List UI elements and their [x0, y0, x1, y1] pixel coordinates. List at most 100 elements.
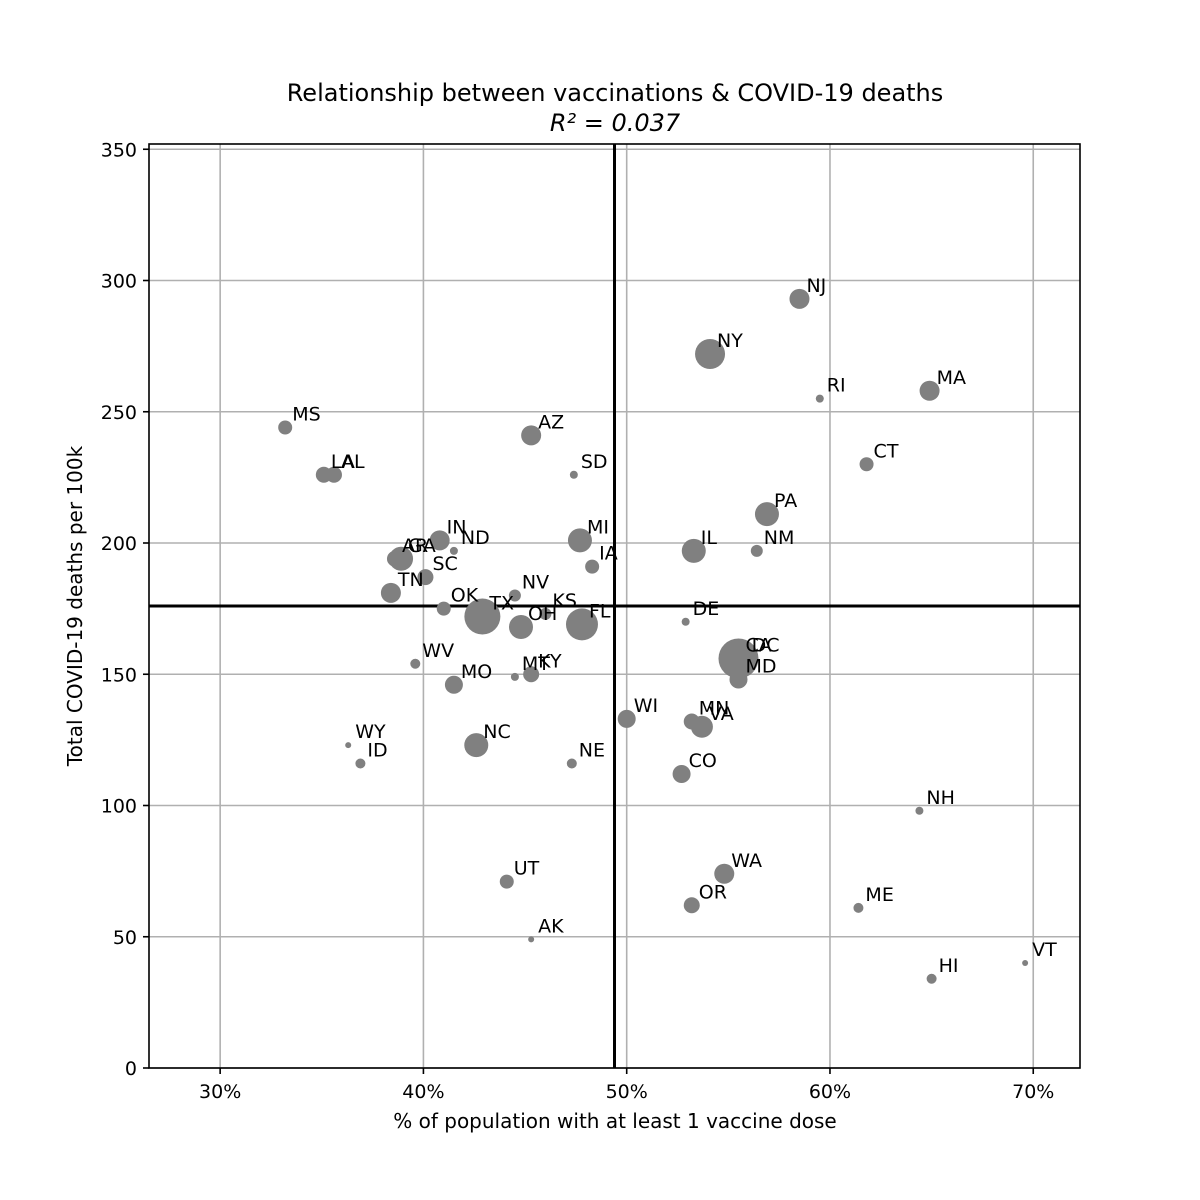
- data-point-az: [521, 425, 542, 446]
- data-point-ny: [695, 339, 726, 369]
- data-point-il: [681, 538, 706, 563]
- point-label-de: DE: [693, 598, 720, 620]
- y-tick-label: 350: [101, 139, 137, 161]
- data-point-wy: [345, 742, 352, 749]
- point-label-nj: NJ: [806, 275, 826, 297]
- point-label-vt: VT: [1032, 939, 1057, 961]
- data-point-ks: [539, 607, 552, 620]
- y-tick-label: 300: [101, 271, 137, 293]
- y-tick-label: 200: [101, 533, 137, 555]
- point-label-ne: NE: [579, 740, 605, 762]
- data-point-co: [672, 765, 691, 783]
- point-label-in: IN: [447, 516, 467, 538]
- point-label-ma: MA: [937, 367, 966, 389]
- point-label-mn: MN: [699, 698, 730, 720]
- data-point-id: [355, 758, 366, 769]
- data-point-ok: [436, 601, 451, 616]
- data-point-wv: [410, 658, 421, 669]
- y-tick-label: 150: [101, 664, 137, 686]
- point-label-ca: CA: [745, 635, 771, 657]
- data-point-ca: [718, 638, 759, 679]
- point-label-sd: SD: [581, 451, 608, 473]
- data-point-ia: [585, 559, 600, 574]
- point-label-az: AZ: [538, 411, 564, 433]
- point-label-nc: NC: [483, 721, 510, 743]
- data-point-ky: [523, 666, 540, 683]
- data-point-ri: [815, 394, 824, 403]
- point-label-ga: GA: [408, 535, 436, 557]
- data-point-hi: [926, 973, 937, 984]
- data-point-nm: [750, 544, 763, 557]
- data-point-ne: [566, 758, 577, 769]
- point-label-mo: MO: [461, 661, 492, 683]
- x-tick-label: 60%: [809, 1081, 851, 1103]
- x-tick-label: 70%: [1012, 1081, 1054, 1103]
- reference-lines: [149, 144, 1080, 1068]
- point-label-co: CO: [689, 750, 717, 772]
- data-points: [278, 288, 1029, 984]
- data-point-mt: [510, 672, 519, 681]
- data-point-nv: [508, 589, 521, 602]
- point-label-ks: KS: [552, 590, 577, 612]
- point-label-ky: KY: [538, 650, 562, 672]
- data-point-ar: [386, 550, 403, 567]
- data-point-tx: [464, 598, 501, 635]
- data-point-me: [853, 902, 864, 913]
- point-label-nv: NV: [522, 572, 549, 594]
- point-label-il: IL: [701, 527, 718, 549]
- point-label-wi: WI: [634, 695, 658, 717]
- point-label-me: ME: [865, 884, 893, 906]
- data-point-ak: [528, 936, 535, 943]
- data-point-or: [683, 897, 700, 914]
- point-label-mi: MI: [587, 516, 609, 538]
- point-label-ny: NY: [717, 330, 743, 352]
- point-label-va: VA: [709, 703, 734, 725]
- data-point-ut: [499, 874, 514, 889]
- data-point-vt: [1022, 960, 1029, 966]
- x-axis-label: % of population with at least 1 vaccine …: [393, 1109, 836, 1133]
- y-tick-label: 250: [101, 402, 137, 424]
- point-label-ok: OK: [451, 585, 479, 607]
- data-point-dc: [740, 654, 749, 663]
- point-label-or: OR: [699, 881, 727, 903]
- x-tick-label: 50%: [606, 1081, 648, 1103]
- point-label-nh: NH: [926, 787, 955, 809]
- point-label-sc: SC: [432, 553, 457, 575]
- data-point-va: [690, 715, 713, 738]
- data-point-wa: [714, 863, 735, 884]
- x-tick-label: 30%: [199, 1081, 241, 1103]
- point-label-ut: UT: [514, 858, 540, 880]
- point-label-ak: AK: [538, 915, 564, 937]
- data-point-de: [681, 617, 690, 626]
- data-point-oh: [508, 615, 533, 639]
- x-tick-label: 40%: [402, 1081, 444, 1103]
- data-point-in: [429, 530, 450, 551]
- data-point-md: [729, 670, 748, 689]
- point-label-pa: PA: [774, 490, 797, 512]
- data-point-nj: [789, 288, 810, 309]
- data-point-ms: [278, 420, 293, 435]
- point-label-al: AL: [341, 451, 365, 473]
- y-tick-label: 100: [101, 796, 137, 818]
- data-point-nd: [449, 546, 458, 555]
- chart-title: Relationship between vaccinations & COVI…: [287, 79, 944, 107]
- point-label-nd: ND: [461, 527, 490, 549]
- point-label-ar: AR: [402, 535, 428, 557]
- point-label-ia: IA: [599, 543, 618, 565]
- y-axis-label: Total COVID-19 deaths per 100k: [63, 445, 87, 767]
- point-label-fl: FL: [589, 600, 611, 622]
- point-label-ms: MS: [292, 404, 320, 426]
- data-point-nh: [915, 806, 924, 815]
- point-label-tn: TN: [397, 569, 424, 591]
- y-tick-label: 0: [125, 1058, 137, 1080]
- point-label-ri: RI: [827, 375, 846, 397]
- point-label-id: ID: [367, 740, 387, 762]
- data-point-ct: [859, 457, 874, 472]
- point-label-dc: DC: [752, 635, 780, 657]
- point-label-wa: WA: [731, 850, 762, 872]
- chart-subtitle: R² = 0.037: [550, 109, 681, 137]
- data-point-nc: [464, 733, 489, 758]
- data-point-pa: [754, 502, 779, 527]
